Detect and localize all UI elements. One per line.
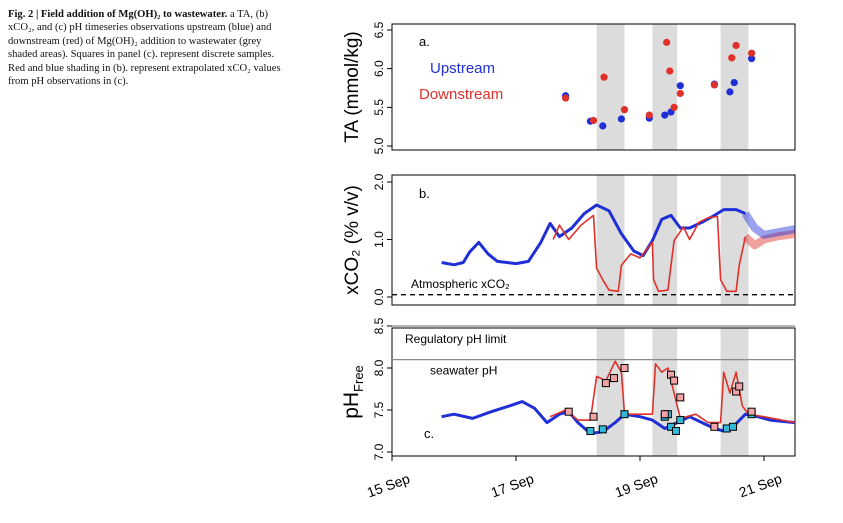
discrete-sample-upstream (676, 416, 685, 425)
shaded-addition-period (652, 175, 678, 305)
x-tick-label: 17 Sep (489, 470, 536, 500)
y-tick-label: 7.0 (372, 443, 386, 460)
seawater-ph-label: seawater pH (430, 364, 497, 378)
discrete-sample-downstream (676, 393, 685, 402)
ta-upstream-point (617, 115, 626, 123)
discrete-sample-upstream (586, 427, 595, 435)
y-tick-label: 8.0 (372, 359, 386, 376)
discrete-sample-upstream (667, 422, 675, 431)
xco2-upstream-line (441, 203, 746, 267)
discrete-sample-upstream (620, 410, 629, 419)
ta-downstream-point (600, 73, 608, 81)
ta-downstream-point (710, 81, 719, 89)
regulatory-ph-label: Regulatory pH limit (405, 332, 507, 346)
ta-downstream-point (748, 49, 756, 57)
panel-label: c. (424, 426, 434, 441)
panel-label: a. (419, 34, 430, 49)
caption-title: Fig. 2 | Field addition of Mg(OH)₂ to wa… (8, 9, 228, 20)
caption-body: a TA, (b) xCO₂, and (c) pH timeseries ob… (8, 9, 281, 88)
ph-downstream-line (549, 360, 796, 424)
x-tick-label: 15 Sep (365, 470, 412, 500)
xco2-extrapolated-band (742, 211, 796, 239)
ta-downstream-point (728, 54, 736, 62)
discrete-sample-upstream (598, 425, 607, 434)
y-tick-label: 5.5 (372, 99, 386, 116)
discrete-sample-downstream (670, 376, 679, 385)
discrete-sample-downstream (660, 410, 669, 419)
ta-upstream-point (599, 122, 607, 130)
discrete-sample-downstream (620, 364, 629, 372)
ta-downstream-point (666, 67, 674, 75)
discrete-sample-downstream (589, 412, 598, 421)
y-tick-label: 8.5 (372, 317, 386, 334)
y-axis-title-xco2: xCO₂ (% v/v) (342, 185, 363, 295)
y-tick-label: 5.0 (372, 137, 386, 154)
ta-downstream-point (589, 116, 598, 125)
shaded-addition-period (596, 328, 625, 456)
ta-downstream-point (645, 111, 653, 119)
discrete-sample-downstream (710, 422, 719, 431)
legend-upstream: Upstream (430, 60, 495, 77)
panel-frame (391, 327, 796, 457)
discrete-sample-downstream (601, 379, 610, 388)
ta-downstream-point (676, 89, 684, 98)
discrete-sample-downstream (609, 374, 618, 383)
discrete-sample-downstream (747, 407, 756, 416)
y-tick-label: 1.0 (372, 231, 386, 248)
y-tick-label: 0.0 (372, 288, 386, 305)
shaded-addition-period (596, 24, 625, 150)
ta-downstream-point (663, 38, 671, 46)
y-tick-label: 6.5 (372, 21, 386, 38)
panel-label: b. (419, 186, 430, 201)
ta-upstream-point (730, 78, 738, 87)
x-tick-label: 19 Sep (613, 470, 660, 500)
x-tick-label: 21 Sep (737, 470, 784, 500)
xco2-extrapolated-band (742, 229, 796, 250)
figure-caption: Fig. 2 | Field addition of Mg(OH)₂ to wa… (8, 8, 284, 88)
legend-downstream: Downstream (419, 86, 503, 103)
discrete-sample-downstream (564, 407, 573, 416)
y-tick-label: 7.5 (372, 401, 386, 418)
discrete-sample-downstream (735, 382, 744, 391)
atmospheric-xco2-label: Atmospheric xCO₂ (411, 277, 510, 291)
ta-downstream-point (670, 103, 678, 111)
ta-upstream-point (748, 55, 756, 63)
y-axis-title-ph: pHFree (340, 365, 366, 419)
panel-frame (391, 23, 796, 151)
y-tick-label: 2.0 (372, 173, 386, 190)
y-axis-title-ta: TA (mmol/kg) (342, 31, 363, 143)
ta-upstream-point (676, 82, 684, 90)
ta-upstream-point (661, 111, 669, 119)
xco2-downstream-line (552, 214, 747, 293)
ta-downstream-point (562, 94, 570, 102)
shaded-addition-period (596, 175, 625, 305)
discrete-sample-upstream (729, 422, 737, 431)
ta-downstream-point (732, 41, 740, 50)
ta-upstream-point (726, 88, 734, 96)
y-tick-label: 6.0 (372, 60, 386, 77)
ta-downstream-point (620, 106, 629, 114)
discrete-sample-upstream (671, 427, 680, 435)
